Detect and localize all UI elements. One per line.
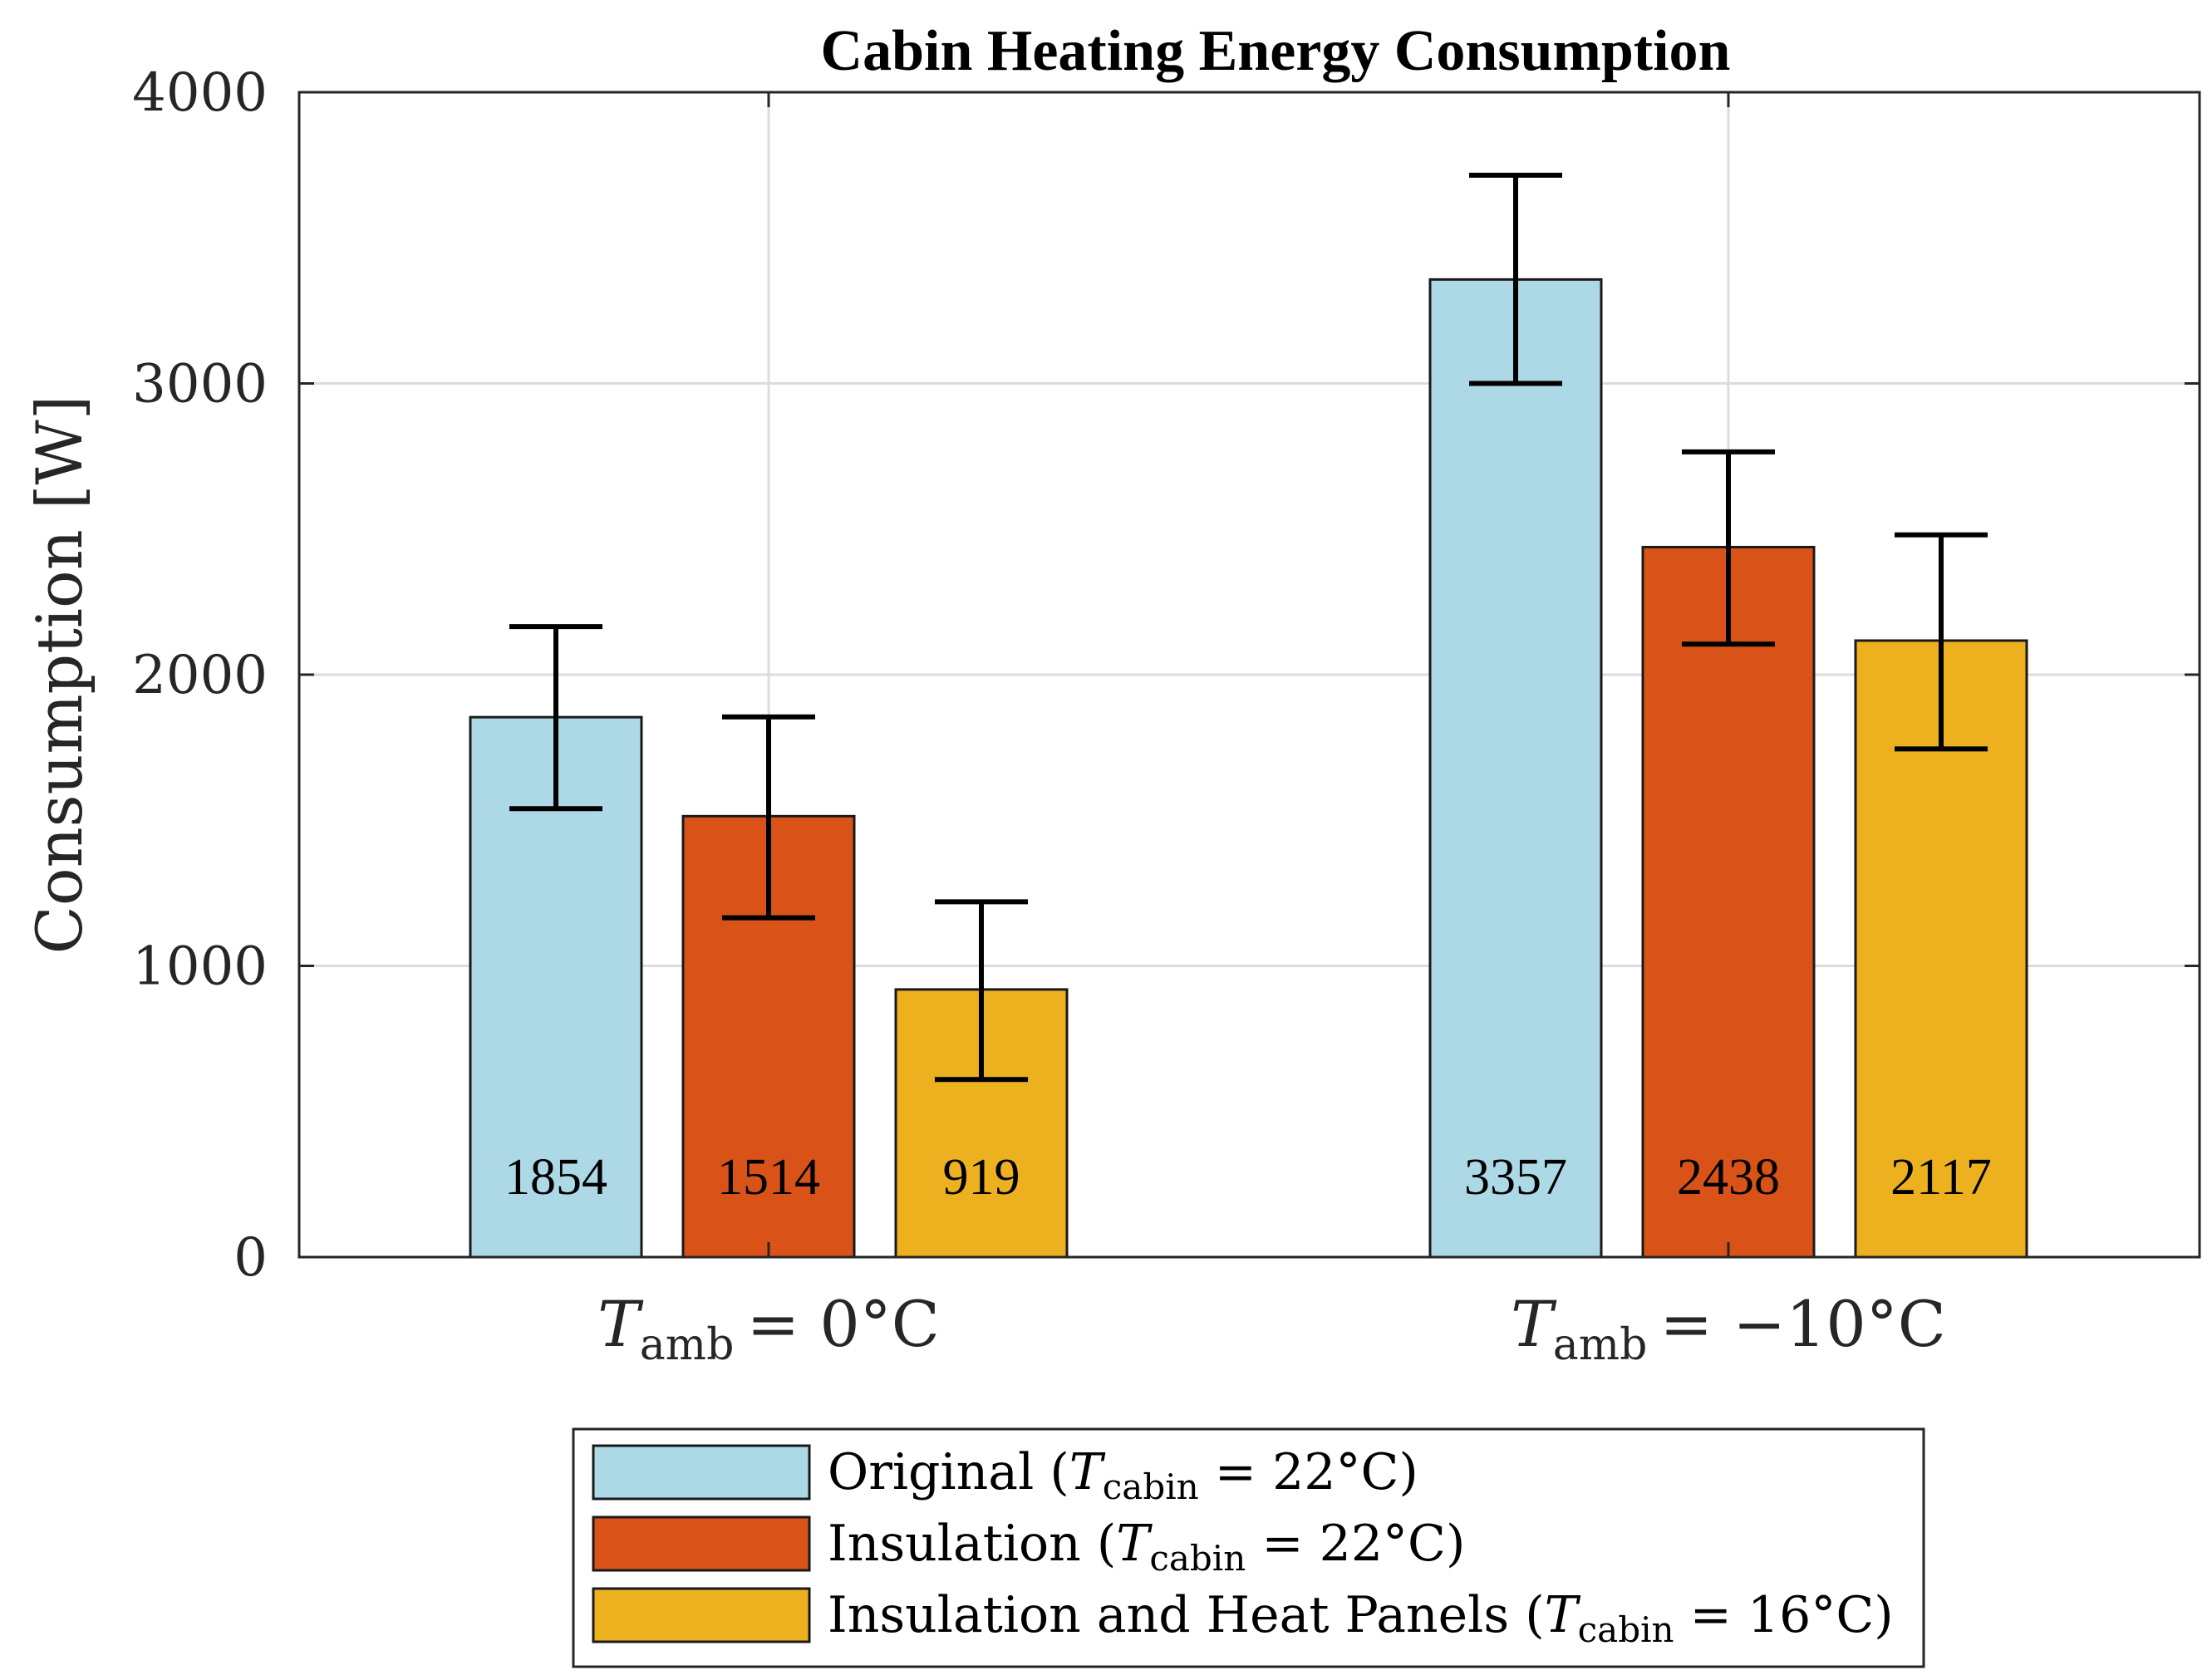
bar-value-label: 3357 [1464, 1149, 1567, 1206]
bar-value-label: 1854 [504, 1149, 607, 1206]
y-axis-label: Consumption [W] [22, 395, 96, 955]
x-category-label: Tamb = −10°C [1511, 1287, 1946, 1370]
axis-ticks: 0 1000 2000 3000 4000 [132, 62, 2200, 1289]
error-bars [509, 172, 1988, 1083]
bar-value-label: 2117 [1890, 1149, 1992, 1206]
legend-swatch [592, 1515, 811, 1572]
legend-entry-label: Insulation (Tcabin = 22°C) [828, 1515, 1465, 1579]
chart-title: Cabin Heating Energy Consumption [821, 19, 1731, 83]
y-tick-label: 3000 [132, 354, 268, 415]
legend-entry-label: Insulation and Heat Panels (Tcabin = 16°… [828, 1586, 1894, 1650]
bar-value-label: 2438 [1677, 1149, 1780, 1206]
y-tick-label: 2000 [132, 645, 268, 706]
bar-value-label: 1514 [717, 1149, 820, 1206]
bar [1641, 545, 1816, 1259]
x-category-label: Tamb = 0°C [597, 1287, 940, 1370]
legend: Original (Tcabin = 22°C) Insulation (Tcab… [572, 1427, 1925, 1668]
category-labels: Tamb = 0°C Tamb = −10°C [597, 1287, 1946, 1370]
bar-value-label: 919 [943, 1149, 1020, 1206]
y-tick-label: 4000 [132, 62, 268, 124]
legend-swatch [592, 1444, 811, 1501]
y-tick-label: 1000 [132, 936, 268, 998]
bar [1428, 278, 1603, 1259]
y-tick-label: 0 [233, 1227, 268, 1289]
legend-swatch [592, 1587, 811, 1643]
bar-value-labels: 1854 1514 919 3357 2438 2117 [504, 1149, 1992, 1206]
legend-entry-label: Original (Tcabin = 22°C) [828, 1443, 1418, 1507]
